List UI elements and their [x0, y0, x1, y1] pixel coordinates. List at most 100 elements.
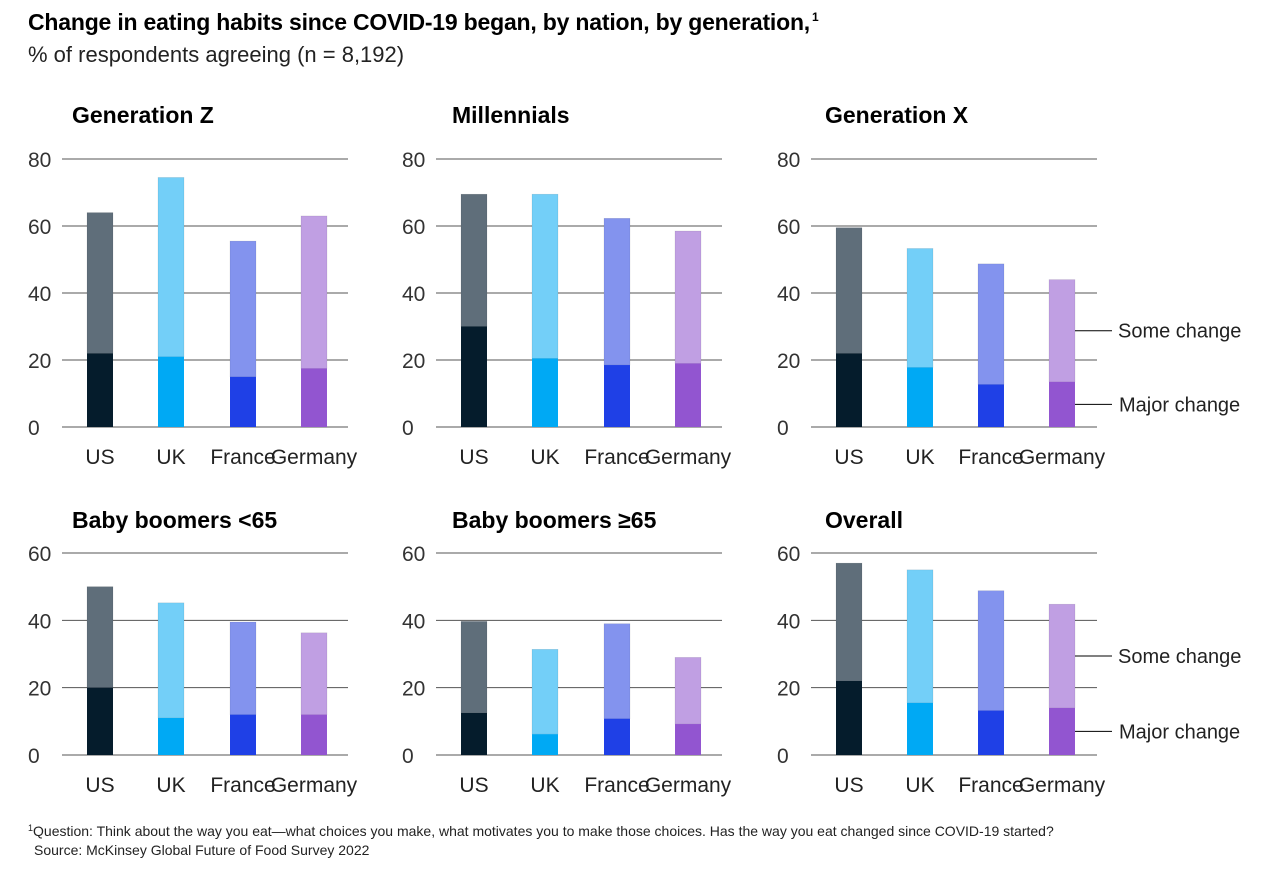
x-tick-label-us: US [85, 446, 114, 469]
bar-major-change-france [604, 365, 630, 427]
bar-major-change-us [87, 687, 113, 755]
panel-title-baby-boomers-65: Baby boomers ≥65 [452, 507, 657, 533]
x-tick-label-germany: Germany [645, 446, 732, 469]
footnote: 1Question: Think about the way you eat—w… [28, 819, 1054, 860]
bar-some-change-germany [1048, 279, 1076, 383]
panel-title-overall: Overall [825, 507, 903, 533]
bar-major-change-us [836, 680, 862, 755]
bar-some-change-us [86, 586, 114, 688]
bar-major-change-us [836, 353, 862, 427]
x-tick-label-germany: Germany [1019, 774, 1106, 797]
legend-label-some-change: Some change [1118, 321, 1241, 343]
x-tick-label-germany: Germany [271, 446, 358, 469]
bar-major-change-uk [907, 367, 933, 427]
y-tick-label: 0 [402, 745, 414, 768]
bar-major-change-germany [1049, 707, 1075, 755]
bar-some-change-germany [300, 632, 328, 715]
x-tick-label-germany: Germany [645, 774, 732, 797]
x-tick-label-france: France [584, 774, 649, 797]
x-tick-label-us: US [459, 446, 488, 469]
bar-major-change-france [604, 718, 630, 755]
bar-major-change-france [230, 714, 256, 755]
y-tick-label: 40 [28, 610, 51, 633]
bar-some-change-france [977, 590, 1005, 711]
y-tick-label: 0 [402, 417, 414, 440]
legend-label-some-change: Some change [1118, 646, 1241, 668]
y-tick-label: 0 [777, 745, 789, 768]
bar-some-change-us [460, 621, 488, 714]
bar-some-change-france [229, 240, 257, 378]
x-tick-label-us: US [834, 446, 863, 469]
y-tick-label: 0 [777, 417, 789, 440]
bar-major-change-us [461, 326, 487, 427]
x-tick-label-uk: UK [156, 774, 185, 797]
footnote-question-text: Question: Think about the way you eat—wh… [33, 823, 1054, 839]
bar-some-change-germany [1048, 603, 1076, 709]
y-tick-label: 40 [28, 283, 51, 306]
bar-major-change-germany [301, 714, 327, 755]
bar-some-change-uk [906, 248, 934, 368]
y-tick-label: 0 [28, 745, 40, 768]
bar-some-change-us [835, 562, 863, 682]
x-tick-label-uk: UK [156, 446, 185, 469]
bar-some-change-uk [157, 602, 185, 719]
bar-some-change-us [86, 212, 114, 354]
bar-major-change-uk [158, 356, 184, 427]
x-tick-label-france: France [210, 774, 275, 797]
panel-title-millennials: Millennials [452, 102, 570, 128]
bar-major-change-us [87, 353, 113, 427]
y-tick-label: 20 [777, 678, 800, 701]
bar-major-change-uk [532, 734, 558, 755]
y-tick-label: 20 [402, 350, 425, 373]
panel-title-baby-boomers-65: Baby boomers <65 [72, 507, 277, 533]
x-tick-label-us: US [459, 774, 488, 797]
chart-title: Change in eating habits since COVID-19 b… [28, 9, 819, 36]
x-tick-label-germany: Germany [271, 774, 358, 797]
bar-major-change-uk [532, 358, 558, 427]
y-tick-label: 80 [777, 149, 800, 172]
y-tick-label: 60 [777, 543, 800, 566]
bar-some-change-uk [906, 569, 934, 704]
bar-some-change-france [977, 263, 1005, 385]
bar-some-change-france [603, 217, 631, 366]
chart-subtitle: % of respondents agreeing (n = 8,192) [28, 42, 405, 67]
bar-major-change-france [978, 384, 1004, 427]
bar-some-change-uk [157, 177, 185, 357]
y-tick-label: 20 [28, 678, 51, 701]
bar-major-change-germany [301, 368, 327, 427]
x-tick-label-uk: UK [905, 446, 934, 469]
y-tick-label: 80 [402, 149, 425, 172]
y-tick-label: 40 [402, 283, 425, 306]
y-tick-label: 40 [777, 610, 800, 633]
bar-some-change-germany [674, 657, 702, 725]
y-tick-label: 0 [28, 417, 40, 440]
y-tick-label: 60 [402, 216, 425, 239]
bar-some-change-us [460, 193, 488, 327]
bar-some-change-us [835, 227, 863, 354]
title-footnote-marker: 1 [811, 10, 819, 24]
x-tick-label-uk: UK [530, 446, 559, 469]
x-tick-label-france: France [958, 774, 1023, 797]
y-tick-label: 20 [402, 678, 425, 701]
x-tick-label-germany: Germany [1019, 446, 1106, 469]
panel-title-generation-x: Generation X [825, 102, 969, 128]
bar-major-change-uk [158, 717, 184, 755]
x-tick-label-uk: UK [905, 774, 934, 797]
y-tick-label: 20 [777, 350, 800, 373]
bar-major-change-us [461, 712, 487, 755]
y-tick-label: 60 [777, 216, 800, 239]
x-tick-label-uk: UK [530, 774, 559, 797]
y-tick-label: 60 [28, 216, 51, 239]
bar-major-change-france [230, 376, 256, 427]
x-tick-label-france: France [958, 446, 1023, 469]
x-tick-label-france: France [584, 446, 649, 469]
bar-some-change-germany [300, 215, 328, 369]
bar-some-change-uk [531, 648, 559, 735]
x-tick-label-us: US [834, 774, 863, 797]
bar-some-change-germany [674, 230, 702, 364]
y-tick-label: 60 [402, 543, 425, 566]
bar-some-change-france [603, 623, 631, 719]
legend-label-major-change: Major change [1119, 721, 1240, 743]
y-tick-label: 20 [28, 350, 51, 373]
